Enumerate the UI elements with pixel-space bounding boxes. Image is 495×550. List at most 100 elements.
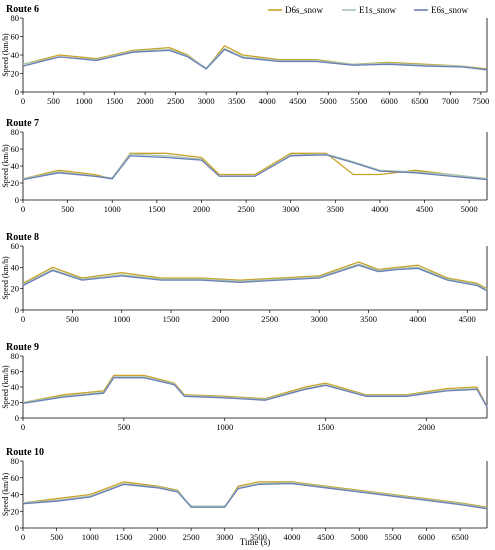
y-tick-label: 40: [11, 161, 20, 171]
x-tick-label: 4000: [371, 204, 388, 214]
x-tick-label: 2500: [167, 96, 184, 106]
chart-panel-1: Route 6 0 20 40 60 80 0 500 1000 1500 2000 2500 3000…: [1, 4, 489, 106]
x-tick-label: 1000: [76, 96, 93, 106]
x-tick-label: 2000: [137, 96, 154, 106]
x-tick-label: 7000: [442, 96, 459, 106]
series-line-d6s-snow: [22, 374, 488, 407]
legend-label: E6s_snow: [431, 5, 469, 15]
x-tick-label: 2500: [238, 204, 255, 214]
x-tick-label: 1500: [163, 314, 180, 324]
x-tick-label: 5000: [461, 204, 478, 214]
x-tick-label: 3000: [198, 96, 215, 106]
y-tick-label: 80: [11, 13, 20, 23]
legend-label: E1s_snow: [359, 5, 397, 15]
y-axis-label: Speed (km/h): [1, 473, 10, 517]
y-tick-label: 20: [11, 178, 20, 188]
x-tick-label: 3500: [250, 532, 267, 542]
y-tick-label: 20: [11, 284, 20, 294]
x-tick-label: 5000: [320, 96, 337, 106]
x-tick-label: 6000: [418, 532, 435, 542]
x-tick-label: 1000: [82, 532, 99, 542]
x-tick-label: 2000: [418, 422, 435, 432]
x-tick-label: 6500: [452, 532, 469, 542]
x-tick-label: 1500: [106, 96, 123, 106]
y-axis-label: Speed (km/h): [1, 256, 10, 300]
y-tick-label: 0: [15, 523, 19, 533]
chart-panel-5: Route 10 0 20 40 60 80 0 500 1000 1500 2000 2500 300…: [1, 447, 488, 547]
chart-title: Route 10: [6, 447, 44, 458]
series-line-e6s-snow: [22, 264, 488, 292]
x-tick-label: 500: [61, 204, 74, 214]
y-axis-label: Speed (km/h): [1, 33, 10, 77]
x-tick-label: 500: [47, 96, 60, 106]
x-tick-label: 0: [21, 204, 25, 214]
y-tick-label: 60: [11, 32, 20, 42]
y-tick-label: 0: [15, 195, 19, 205]
y-axis-label: Speed (km/h): [1, 144, 10, 188]
y-tick-label: 80: [11, 127, 20, 137]
x-tick-label: 5000: [351, 532, 368, 542]
chart-title: Route 8: [6, 232, 39, 243]
series-line-d6s-snow: [22, 152, 488, 180]
y-tick-label: 40: [11, 262, 20, 272]
series-line-e1s-snow: [22, 47, 488, 71]
series-line-e6s-snow: [22, 48, 488, 71]
legend-label: D6s_snow: [285, 5, 324, 15]
x-tick-label: 2000: [212, 314, 229, 324]
y-tick-label: 60: [11, 473, 20, 483]
y-tick-label: 0: [15, 413, 19, 423]
x-tick-label: 1500: [148, 204, 165, 214]
x-tick-label: 4000: [259, 96, 276, 106]
y-tick-label: 0: [15, 87, 19, 97]
x-axis-label: Time (s): [240, 537, 270, 547]
x-tick-label: 3000: [282, 204, 299, 214]
x-tick-label: 3000: [311, 314, 328, 324]
x-tick-label: 7500: [472, 96, 489, 106]
x-tick-label: 2500: [183, 532, 200, 542]
y-tick-label: 60: [11, 367, 20, 377]
x-tick-label: 0: [21, 422, 25, 432]
y-tick-label: 60: [11, 144, 20, 154]
x-tick-label: 500: [50, 532, 63, 542]
x-tick-label: 500: [117, 422, 130, 432]
x-tick-label: 1500: [317, 422, 334, 432]
y-tick-label: 20: [11, 398, 20, 408]
x-tick-label: 0: [21, 532, 25, 542]
series-line-e1s-snow: [22, 263, 488, 291]
y-axis-label: Speed (km/h): [1, 365, 10, 409]
series-line-d6s-snow: [22, 261, 488, 290]
chart-title: Route 7: [6, 118, 39, 129]
x-tick-label: 4500: [289, 96, 306, 106]
x-tick-label: 500: [66, 314, 79, 324]
chart-panel-3: Route 8 0 20 40 60 0 500 1000 1500 2000 2500 3000 35…: [1, 232, 488, 324]
x-tick-label: 1000: [104, 204, 121, 214]
chart-title: Route 6: [6, 4, 39, 15]
y-tick-label: 80: [11, 456, 20, 466]
x-tick-label: 2000: [193, 204, 210, 214]
x-tick-label: 3500: [327, 204, 344, 214]
chart-panel-2: Route 7 0 20 40 60 80 0 500 1000 1500 2000 2500 3000…: [1, 118, 488, 214]
x-tick-label: 5500: [384, 532, 401, 542]
x-tick-label: 1000: [216, 422, 233, 432]
x-tick-label: 6000: [381, 96, 398, 106]
y-tick-label: 20: [11, 69, 20, 79]
y-tick-label: 40: [11, 490, 20, 500]
y-tick-label: 0: [15, 305, 19, 315]
y-tick-label: 20: [11, 506, 20, 516]
x-tick-label: 0: [21, 314, 25, 324]
chart-panel-4: Route 9 0 20 40 60 80 0 500 1000 1500 2000 Speed (k…: [1, 342, 488, 432]
x-tick-label: 4000: [283, 532, 300, 542]
chart-title: Route 9: [6, 342, 39, 353]
series-line-d6s-snow: [22, 45, 488, 70]
series-line-e1s-snow: [22, 482, 488, 509]
x-tick-label: 3000: [216, 532, 233, 542]
x-tick-label: 4500: [416, 204, 433, 214]
x-tick-label: 4000: [409, 314, 426, 324]
series-line-e6s-snow: [22, 482, 488, 510]
x-tick-label: 0: [21, 96, 25, 106]
x-tick-label: 2500: [261, 314, 278, 324]
x-tick-label: 6500: [411, 96, 428, 106]
x-tick-label: 2000: [149, 532, 166, 542]
y-tick-label: 40: [11, 382, 20, 392]
